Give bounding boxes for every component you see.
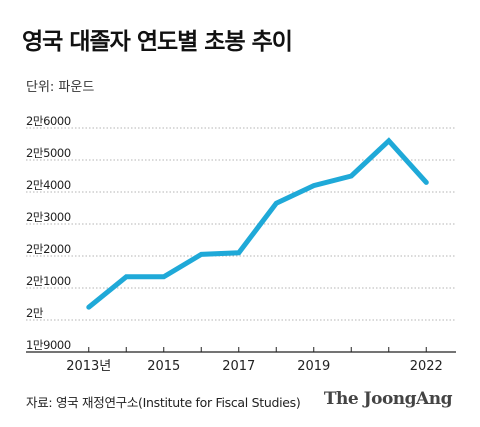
y-tick-label: 2만 (26, 306, 44, 320)
y-tick-label: 1만9000 (26, 338, 71, 352)
x-tick-label: 2013년 (66, 359, 111, 374)
x-tick-label: 2022 (410, 359, 443, 374)
y-tick-label: 2만1000 (26, 274, 71, 288)
source-note: 자료: 영국 재정연구소(Institute for Fiscal Studie… (26, 395, 301, 410)
x-tick-label: 2015 (147, 359, 180, 374)
x-tick-label: 2017 (222, 359, 255, 374)
x-tick-label: 2019 (297, 359, 330, 374)
series-line (86, 137, 429, 310)
y-tick-label: 2만6000 (26, 114, 71, 128)
y-axis-ticks: 1만9000 2만 2만1000 2만2000 2만3000 2만4000 2만5000 2만… (26, 114, 71, 352)
y-tick-label: 2만2000 (26, 242, 71, 256)
x-axis-ticks: 2013년 2015 2017 2019 2022 (66, 347, 443, 374)
y-tick-label: 2만4000 (26, 178, 71, 192)
y-tick-label: 2만3000 (26, 210, 71, 224)
gridlines (26, 127, 456, 321)
brand-logo: The JoongAng (323, 389, 453, 409)
chart-title: 영국 대졸자 연도별 초봉 추이 (22, 29, 293, 55)
unit-label: 단위: 파운드 (26, 80, 95, 95)
y-tick-label: 2만5000 (26, 146, 71, 160)
